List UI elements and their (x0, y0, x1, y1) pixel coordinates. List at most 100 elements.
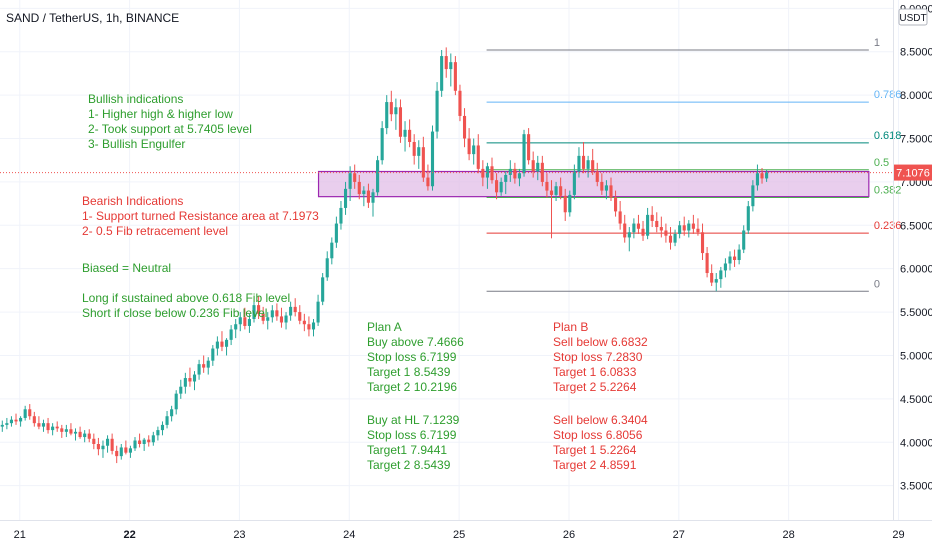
candle (124, 440, 128, 455)
candle (160, 421, 165, 436)
candle (398, 99, 403, 143)
price-tick-label: 6.0000 (900, 264, 932, 276)
candle (604, 180, 608, 200)
long-condition: Long if sustained above 0.618 Fib level (82, 291, 290, 305)
candle (92, 433, 96, 450)
candle (490, 157, 494, 184)
time-axis[interactable]: 21 22 23 24 25 26 27 28 29 (0, 520, 932, 542)
candle (37, 416, 41, 430)
candle (421, 136, 425, 182)
candle (614, 190, 618, 217)
candle (165, 411, 169, 429)
candle (357, 174, 361, 200)
fib-level-label: 0.5 (874, 157, 889, 169)
candle (481, 160, 485, 187)
plan-b-line: Target 1 6.0833 (553, 365, 637, 379)
candle (119, 443, 123, 460)
candle (733, 249, 737, 267)
candle (83, 430, 87, 443)
candle (435, 82, 439, 139)
candle (659, 216, 663, 238)
candle (339, 200, 343, 230)
candle (723, 258, 727, 278)
price-tick-label: 4.5000 (900, 394, 932, 406)
price-tick-label: 8.5000 (900, 47, 932, 59)
candle (69, 423, 73, 436)
candle (485, 162, 489, 189)
candle (646, 207, 650, 240)
resistance-zone[interactable] (317, 170, 870, 198)
candle (618, 200, 622, 230)
fib-level-label: 0 (874, 278, 880, 290)
candle (128, 445, 132, 458)
resistance-zone-layer (317, 170, 870, 198)
candle (229, 325, 233, 346)
candle (696, 218, 700, 236)
candle (408, 119, 412, 148)
candle (682, 216, 686, 236)
candle (284, 312, 288, 330)
candle (527, 128, 531, 165)
candle (289, 301, 293, 321)
candle (549, 180, 554, 239)
candle (334, 216, 338, 248)
candle (664, 223, 668, 243)
candle (247, 313, 251, 333)
candle (568, 190, 572, 217)
candle (293, 298, 297, 317)
candle (170, 405, 174, 422)
candle (32, 411, 36, 427)
candle (714, 273, 718, 292)
candle (600, 173, 604, 195)
currency-label: USDT (899, 13, 926, 24)
candle (499, 177, 503, 196)
time-tick-label: 21 (14, 529, 26, 541)
candle (64, 424, 68, 438)
candle (138, 433, 142, 448)
last-price-text: 7.1076 (896, 168, 930, 180)
candle (627, 227, 631, 252)
candle (559, 177, 563, 200)
bullish-line: 3- Bullish Engulfer (88, 137, 185, 151)
candle (307, 316, 311, 337)
price-tick-label: 6.5000 (900, 220, 932, 232)
plan-b-line: Target 1 5.2264 (553, 443, 637, 457)
time-tick-label: 28 (783, 529, 795, 541)
plan-b-line: Sell below 6.3404 (553, 413, 648, 427)
candle (55, 421, 59, 432)
candle (23, 405, 27, 421)
plan-b-line: Target 2 4.8591 (553, 458, 637, 472)
bullish-heading: Bullish indications (88, 92, 183, 106)
bearish-heading: Bearish Indications (82, 194, 183, 208)
candle (156, 426, 160, 441)
fib-retracement-layer: 1 0.786 0.618 0.5 0.382 0.236 0 (486, 37, 902, 292)
fib-level-label: 0.786 (874, 89, 902, 101)
candle (609, 177, 613, 201)
candle (751, 180, 755, 212)
candle (51, 423, 55, 436)
candle (385, 95, 389, 135)
candle (581, 141, 586, 174)
time-tick-label: 23 (233, 529, 245, 541)
candle (719, 266, 723, 288)
candle (197, 359, 201, 380)
candle (202, 355, 206, 373)
candle (87, 429, 91, 443)
candle (28, 404, 32, 420)
candle (78, 426, 82, 439)
grid (0, 0, 899, 520)
candle (41, 419, 46, 432)
candle (14, 413, 18, 425)
candle (595, 162, 599, 187)
fib-level-label: 0.236 (874, 220, 902, 232)
price-tick-label: 4.0000 (900, 437, 932, 449)
candle (458, 84, 462, 122)
currency-button[interactable]: USDT (898, 8, 928, 26)
candle (650, 206, 654, 228)
candle (760, 168, 764, 184)
short-condition: Short if close below 0.236 Fib level (82, 306, 267, 320)
candle (426, 164, 430, 191)
